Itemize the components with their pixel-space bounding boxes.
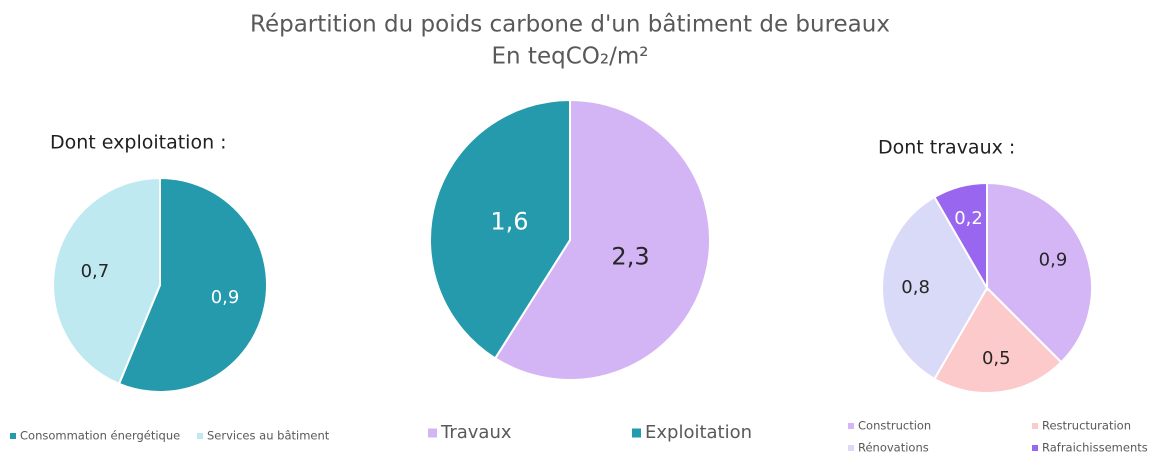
value-label: 2,3 [611,243,649,271]
legend-marker [1032,445,1038,451]
pie-title: Dont travaux : [878,137,1015,159]
legend-marker [197,433,203,439]
legend-label: Exploitation [645,422,752,443]
legend-marker [848,445,854,451]
legend-label: Rafraichissements [1042,441,1148,455]
value-label: 0,9 [1039,250,1068,271]
value-label: 1,6 [490,207,528,235]
legend-marker [10,433,16,439]
legend-marker [1032,423,1038,429]
pie-slice [52,176,161,386]
legend-label: Consommation énergétique [20,429,180,443]
chart-subtitle: En teqCO₂/m² [492,44,649,70]
pie-slice [933,181,988,292]
value-label: 0,8 [901,277,930,298]
pie-slice [117,176,268,393]
value-label: 0,2 [954,208,983,229]
pie-slice [429,98,571,360]
legend-marker [428,428,437,438]
legend-label: Services au bâtiment [207,429,330,443]
legend-label: Travaux [440,422,512,443]
value-label: 0,5 [982,348,1011,369]
chart-title: Répartition du poids carbone d'un bâtime… [250,12,890,38]
pie-slice [933,286,1063,394]
value-label: 0,9 [211,287,240,308]
legend-label: Rénovations [858,441,929,455]
pie-slice [493,98,711,381]
value-label: 0,7 [81,261,110,282]
legend-marker [632,428,641,438]
pie-slice [986,181,1093,364]
legend-marker [848,423,854,429]
legend-label: Construction [858,419,931,433]
legend-label: Restructuration [1042,419,1131,433]
pie-title: Dont exploitation : [50,132,227,154]
